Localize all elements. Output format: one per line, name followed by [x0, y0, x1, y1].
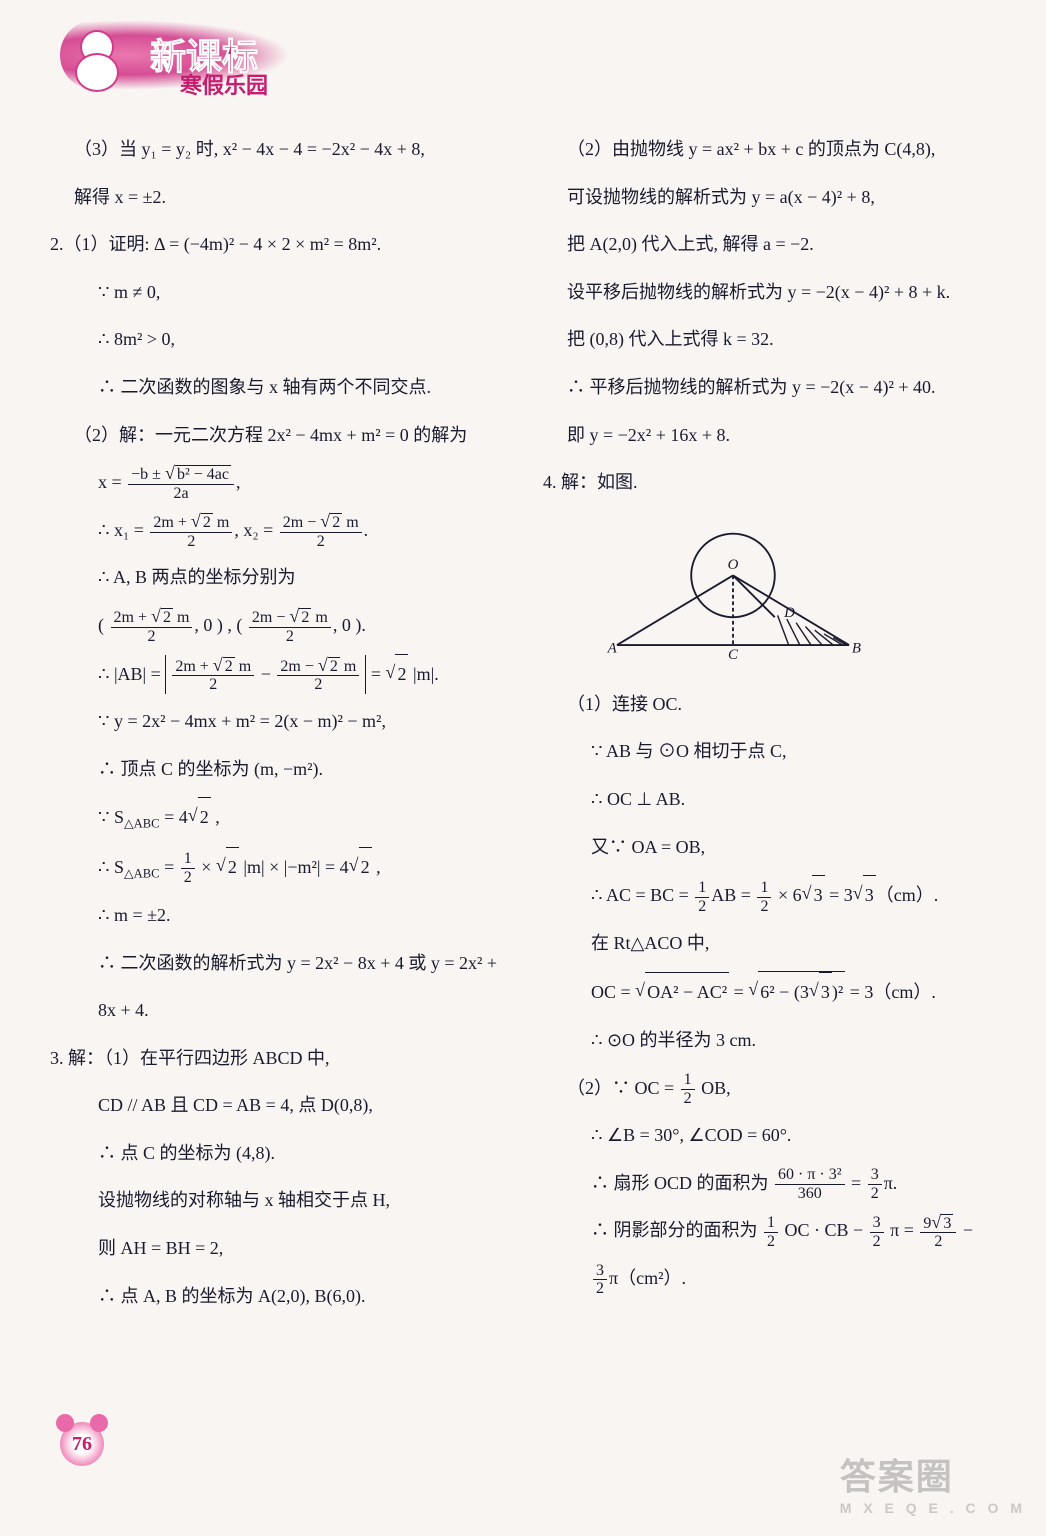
page-number: 76 — [60, 1422, 104, 1466]
text-line: ∴ ∠B = 30°, ∠COD = 60°. — [543, 1116, 1006, 1156]
text-line: ∴ ⊙O 的半径为 3 cm. — [543, 1021, 1006, 1061]
text-line: 设平移后抛物线的解析式为 y = −2(x − 4)² + 8 + k. — [543, 273, 1006, 313]
text-line: ∴ 点 A, B 的坐标为 A(2,0), B(6,0). — [50, 1277, 513, 1317]
text-line: ∴ 8m² > 0, — [50, 320, 513, 360]
text-line: （2）解：一元二次方程 2x² − 4mx + m² = 0 的解为 — [50, 416, 513, 456]
text-line: 又∵ OA = OB, — [543, 828, 1006, 868]
text-line: ( 2m + 2 m2, 0 ) , ( 2m − 2 m2, 0 ). — [50, 606, 513, 646]
text-line: 4. 解：如图. — [543, 463, 1006, 503]
text-line: （2）∵ OC = 12 OB, — [543, 1069, 1006, 1109]
page-content: （3）当 y₁ = y₂ 时, x² − 4x − 4 = −2x² − 4x … — [0, 0, 1046, 1376]
text-line: ∵ m ≠ 0, — [50, 273, 513, 313]
text-line: 8x + 4. — [50, 991, 513, 1031]
text-line: ∴ 顶点 C 的坐标为 (m, −m²). — [50, 750, 513, 790]
text-line: 则 AH = BH = 2, — [50, 1229, 513, 1269]
text-line: ∴ x₁ = 2m + 2 m2, x₂ = 2m − 2 m2. — [50, 511, 513, 551]
watermark-sub: M X E Q E . C O M — [840, 1500, 1026, 1516]
text-line: ∵ y = 2x² − 4mx + m² = 2(x − m)² − m², — [50, 702, 513, 742]
text-line: 可设抛物线的解析式为 y = a(x − 4)² + 8, — [543, 178, 1006, 218]
text-line: 3. 解：（1）在平行四边形 ABCD 中, — [50, 1039, 513, 1079]
geometry-figure: O A B C D — [603, 519, 863, 669]
watermark-main: 答案圈 — [840, 1456, 954, 1497]
text-line: ∴ 阴影部分的面积为 12 OC · CB − 32 π = 932 − — [543, 1211, 1006, 1251]
text-line: CD // AB 且 CD = AB = 4, 点 D(0,8), — [50, 1086, 513, 1126]
text-line: 即 y = −2x² + 16x + 8. — [543, 416, 1006, 456]
text-line: 在 Rt△ACO 中, — [543, 924, 1006, 964]
text-line: ∴ A, B 两点的坐标分别为 — [50, 558, 513, 598]
text-line: 设抛物线的对称轴与 x 轴相交于点 H, — [50, 1181, 513, 1221]
text-line: ∴ 二次函数的图象与 x 轴有两个不同交点. — [50, 368, 513, 408]
text-line: ∴ 扇形 OCD 的面积为 60 · π · 3²360 = 32π. — [543, 1164, 1006, 1204]
svg-text:C: C — [728, 647, 739, 663]
svg-text:B: B — [852, 640, 861, 656]
text-line: ∴ 点 C 的坐标为 (4,8). — [50, 1134, 513, 1174]
header-subtitle: 寒假乐园 — [180, 68, 268, 100]
text-line: （1）连接 OC. — [543, 685, 1006, 725]
text-line: ∴ 平移后抛物线的解析式为 y = −2(x − 4)² + 40. — [543, 368, 1006, 408]
text-line: 32π（cm²）. — [543, 1259, 1006, 1299]
text-line: 2.（1）证明: Δ = (−4m)² − 4 × 2 × m² = 8m². — [50, 225, 513, 265]
text-line: x = −b ± b² − 4ac2a, — [50, 463, 513, 503]
text-line: ∴ S△ABC = 12 × 2 |m| × |−m²| = 42 , — [50, 847, 513, 888]
text-line: ∴ 二次函数的解析式为 y = 2x² − 8x + 4 或 y = 2x² + — [50, 944, 513, 984]
text-line: 把 (0,8) 代入上式得 k = 32. — [543, 320, 1006, 360]
text-line: （3）当 y₁ = y₂ 时, x² − 4x − 4 = −2x² − 4x … — [50, 130, 513, 170]
text-line: O A B C D — [543, 511, 1006, 677]
text-line: ∵ AB 与 ⊙O 相切于点 C, — [543, 732, 1006, 772]
svg-text:A: A — [607, 640, 618, 656]
text-line: ∵ S△ABC = 42 , — [50, 797, 513, 838]
page-number-badge: 76 — [60, 1422, 104, 1466]
left-column: （3）当 y₁ = y₂ 时, x² − 4x − 4 = −2x² − 4x … — [50, 130, 513, 1316]
header-logo: 新课标 寒假乐园 — [60, 20, 310, 110]
text-line: （2）由抛物线 y = ax² + bx + c 的顶点为 C(4,8), — [543, 130, 1006, 170]
text-line: OC = OA² − AC² = 6² − (33)² = 3（cm）. — [543, 971, 1006, 1013]
text-line: ∴ OC ⊥ AB. — [543, 780, 1006, 820]
text-line: 把 A(2,0) 代入上式, 解得 a = −2. — [543, 225, 1006, 265]
text-line: ∴ |AB| = 2m + 2 m2 − 2m − 2 m2 = 2 |m|. — [50, 654, 513, 695]
snowman-icon — [65, 25, 125, 95]
text-line: 解得 x = ±2. — [50, 178, 513, 218]
right-column: （2）由抛物线 y = ax² + bx + c 的顶点为 C(4,8), 可设抛… — [543, 130, 1006, 1316]
svg-text:D: D — [783, 605, 795, 621]
svg-text:O: O — [728, 557, 739, 573]
text-line: ∴ AC = BC = 12AB = 12 × 63 = 33（cm）. — [543, 875, 1006, 916]
watermark: 答案圈 M X E Q E . C O M — [840, 1448, 1026, 1516]
text-line: ∴ m = ±2. — [50, 896, 513, 936]
